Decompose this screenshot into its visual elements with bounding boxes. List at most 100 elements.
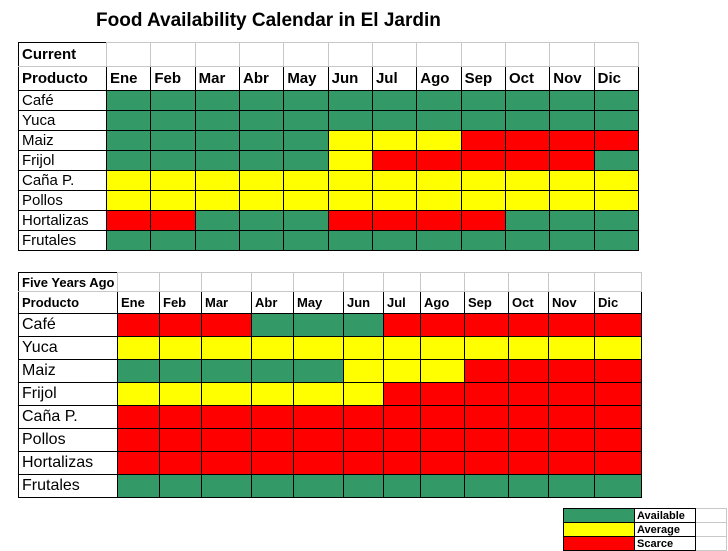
- status-cell: [343, 451, 384, 475]
- status-cell: [549, 150, 595, 171]
- empty-cell: [460, 42, 506, 67]
- status-cell: [194, 230, 240, 251]
- status-cell: [593, 150, 640, 171]
- status-cell: [251, 428, 294, 452]
- status-cell: [504, 90, 551, 111]
- current-calendar-table: Current Producto Ene Feb Mar Abr May Jun Jul Ago S…: [18, 42, 640, 251]
- status-cell: [150, 110, 196, 131]
- status-cell: [371, 130, 418, 151]
- status-cell: [194, 190, 240, 211]
- status-cell: [416, 150, 462, 171]
- status-cell: [251, 336, 294, 360]
- status-cell: [327, 190, 373, 211]
- status-cell: [549, 210, 595, 231]
- status-cell: [238, 190, 285, 211]
- status-cell: [371, 90, 418, 111]
- status-cell: [117, 313, 160, 337]
- empty-cell: [201, 272, 252, 292]
- header-row: Producto Ene Feb Mar Abr May Jun Jul Ago Sep Oct No…: [18, 291, 642, 314]
- table-row: Café: [18, 90, 640, 111]
- product-label: Caña P.: [18, 170, 107, 191]
- status-cell: [159, 336, 202, 360]
- status-cell: [416, 130, 462, 151]
- empty-cell: [416, 42, 462, 67]
- product-label: Maiz: [18, 359, 118, 383]
- empty-cell: [327, 42, 373, 67]
- status-cell: [464, 382, 509, 406]
- status-cell: [594, 382, 642, 406]
- status-cell: [593, 130, 640, 151]
- status-cell: [293, 474, 344, 498]
- legend-label: Available: [634, 508, 696, 523]
- legend-label: Average: [634, 522, 696, 537]
- status-cell: [371, 110, 418, 131]
- table-row: Hortalizas: [18, 210, 640, 231]
- status-cell: [416, 90, 462, 111]
- legend-swatch: [563, 508, 635, 523]
- legend-row: Scarce: [563, 536, 727, 551]
- empty-cell: [117, 272, 160, 292]
- legend-row: Average: [563, 522, 727, 537]
- status-cell: [594, 313, 642, 337]
- month-header: May: [283, 66, 329, 91]
- status-cell: [283, 210, 329, 231]
- status-cell: [238, 170, 285, 191]
- status-cell: [150, 90, 196, 111]
- status-cell: [594, 359, 642, 383]
- status-cell: [293, 313, 344, 337]
- status-cell: [194, 90, 240, 111]
- status-cell: [416, 210, 462, 231]
- status-cell: [327, 130, 373, 151]
- status-cell: [327, 90, 373, 111]
- status-cell: [150, 210, 196, 231]
- status-cell: [508, 359, 549, 383]
- status-cell: [464, 451, 509, 475]
- status-cell: [238, 230, 285, 251]
- status-cell: [549, 110, 595, 131]
- status-cell: [238, 90, 285, 111]
- status-cell: [460, 170, 506, 191]
- status-cell: [343, 405, 384, 429]
- status-cell: [504, 210, 551, 231]
- product-label: Yuca: [18, 336, 118, 360]
- product-label: Café: [18, 313, 118, 337]
- status-cell: [371, 170, 418, 191]
- status-cell: [201, 428, 252, 452]
- product-label: Café: [18, 90, 107, 111]
- section-row: Five Years Ago: [18, 272, 642, 292]
- status-cell: [150, 130, 196, 151]
- status-cell: [159, 382, 202, 406]
- empty-cell: [105, 42, 152, 67]
- status-cell: [460, 210, 506, 231]
- status-cell: [201, 313, 252, 337]
- status-cell: [159, 359, 202, 383]
- status-cell: [594, 336, 642, 360]
- status-cell: [238, 110, 285, 131]
- five-years-ago-calendar-table: Five Years Ago Producto Ene Feb Mar Abr May Jun…: [18, 272, 642, 498]
- section-row: Current: [18, 42, 640, 67]
- status-cell: [383, 313, 421, 337]
- status-cell: [464, 428, 509, 452]
- status-cell: [508, 382, 549, 406]
- status-cell: [105, 230, 152, 251]
- status-cell: [293, 359, 344, 383]
- status-cell: [420, 405, 465, 429]
- empty-cell: [251, 272, 294, 292]
- status-cell: [593, 230, 640, 251]
- status-cell: [420, 359, 465, 383]
- status-cell: [371, 230, 418, 251]
- table-row: Frijol: [18, 150, 640, 171]
- status-cell: [283, 170, 329, 191]
- month-header: Oct: [504, 66, 551, 91]
- status-cell: [508, 313, 549, 337]
- status-cell: [548, 313, 595, 337]
- status-cell: [549, 130, 595, 151]
- status-cell: [548, 359, 595, 383]
- status-cell: [593, 110, 640, 131]
- table-row: Maiz: [18, 359, 642, 383]
- status-cell: [117, 336, 160, 360]
- month-header: Jun: [327, 66, 373, 91]
- status-cell: [194, 110, 240, 131]
- empty-cell: [549, 42, 595, 67]
- month-header: Jul: [383, 291, 421, 314]
